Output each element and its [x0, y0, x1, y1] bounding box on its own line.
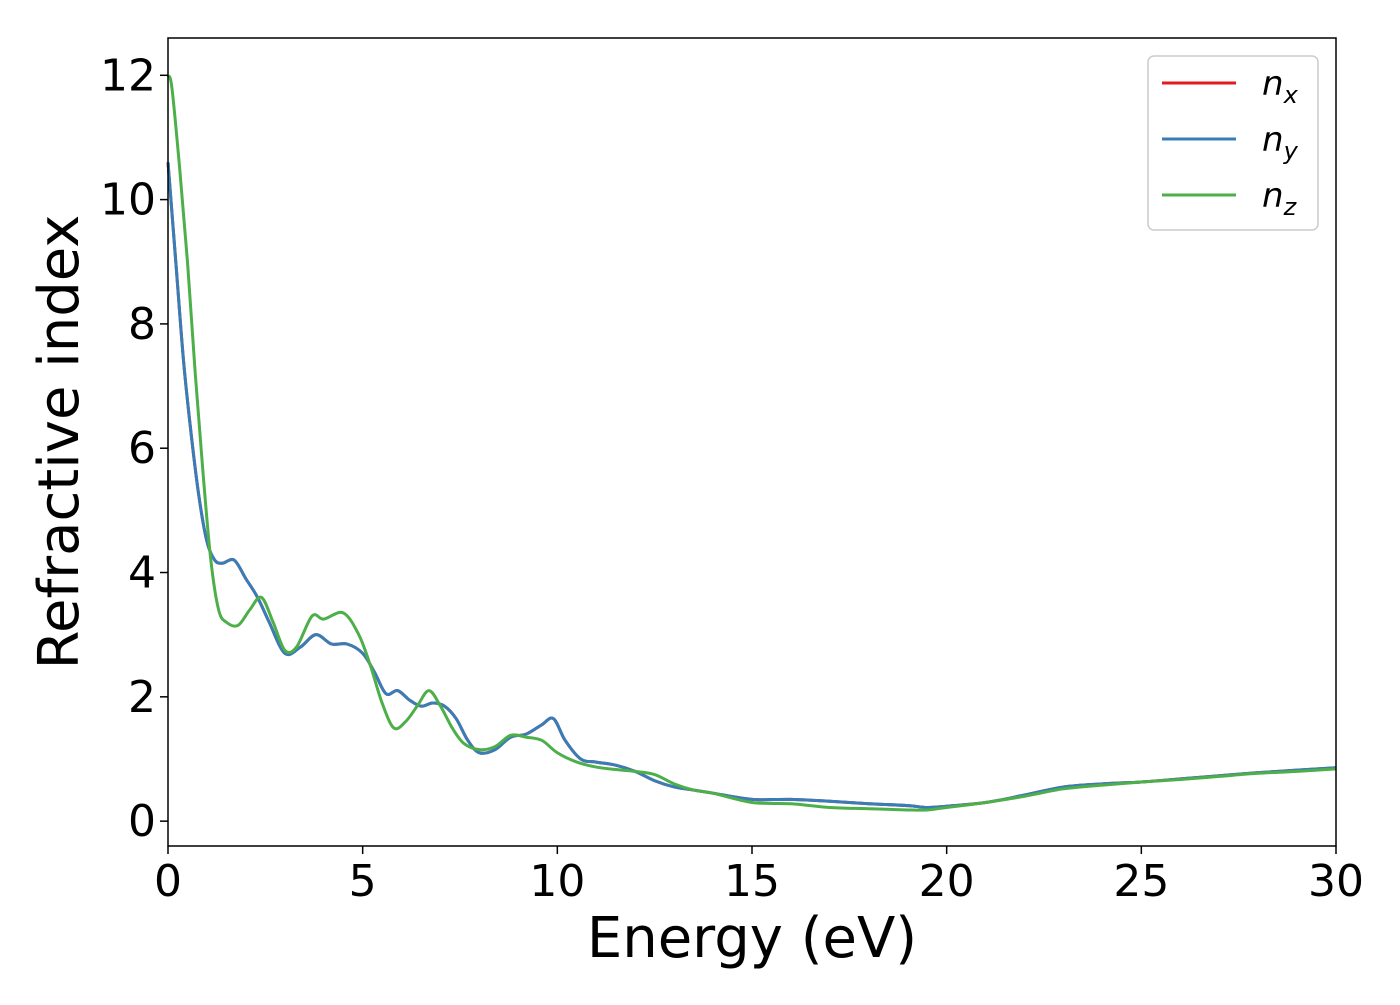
y-tick-label: 10: [100, 175, 156, 226]
x-tick-label: 15: [724, 856, 780, 907]
y-axis-label: Refractive index: [27, 215, 92, 670]
x-tick-label: 20: [919, 856, 975, 907]
legend-subscript: y: [1283, 137, 1299, 165]
legend-subscript: x: [1283, 81, 1299, 109]
series-layer: [166, 74, 1337, 812]
legend-label-nz: nz: [1262, 176, 1298, 221]
x-tick-label: 10: [529, 856, 585, 907]
series-line-nz: [166, 74, 1337, 812]
y-axis-ticks: 0 2 4 6 8 10 12: [100, 50, 168, 847]
y-tick-label: 2: [128, 672, 156, 723]
y-tick-label: 6: [128, 423, 156, 474]
x-axis-label: Energy (eV): [587, 906, 917, 971]
legend-box: [1147, 55, 1319, 231]
x-tick-label: 5: [349, 856, 377, 907]
series-line-nx: [166, 162, 1337, 809]
y-tick-label: 0: [128, 796, 156, 847]
x-tick-label: 25: [1113, 856, 1169, 907]
y-tick-label: 4: [128, 548, 156, 599]
series-line-ny: [166, 162, 1337, 809]
x-tick-label: 0: [154, 856, 182, 907]
x-axis-ticks: 0 5 10 15 20 25 30: [154, 846, 1364, 907]
legend-subscript: z: [1283, 193, 1298, 221]
y-tick-label: 8: [128, 299, 156, 350]
x-tick-label: 30: [1308, 856, 1364, 907]
y-tick-label: 12: [100, 50, 156, 101]
